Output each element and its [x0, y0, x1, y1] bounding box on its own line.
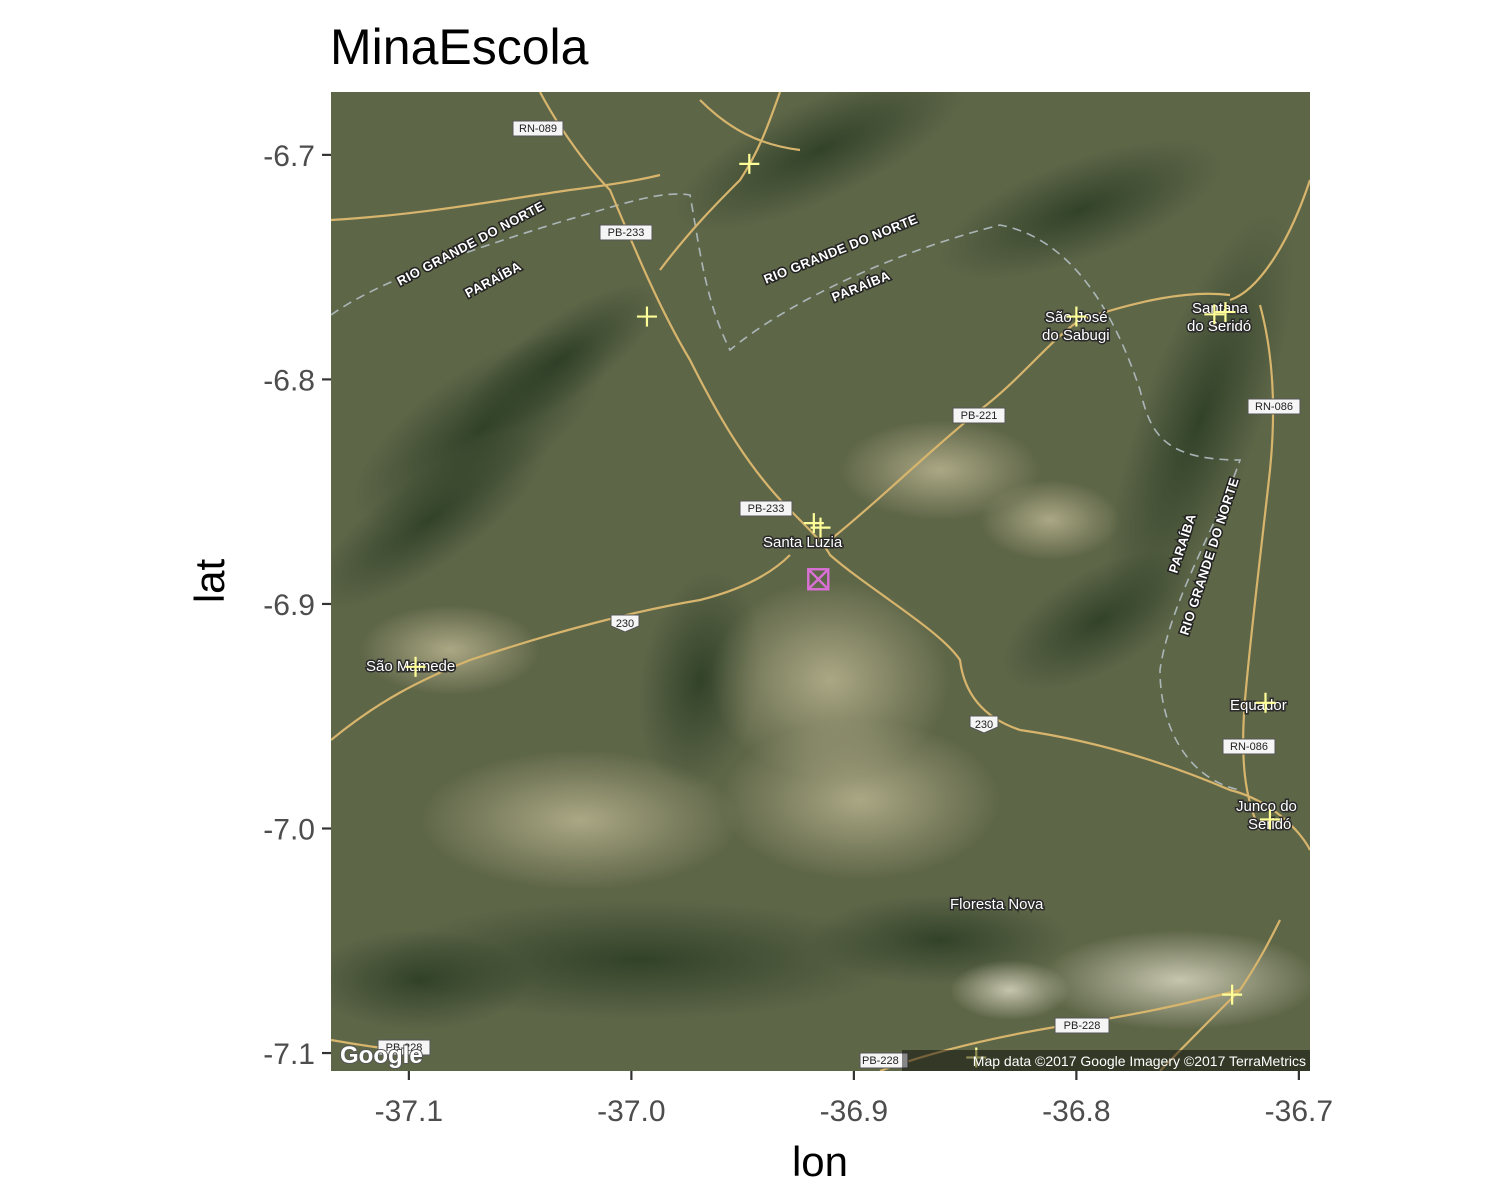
map-attribution: Map data ©2017 Google Imagery ©2017 Terr…: [902, 1050, 1310, 1071]
place-label-equador: Equador: [1230, 697, 1287, 714]
chart-title: MinaEscola: [330, 19, 589, 75]
y-axis-title: lat: [186, 558, 233, 603]
svg-text:230: 230: [616, 618, 634, 630]
plus-marker: [739, 153, 760, 174]
plus-marker: [810, 517, 831, 538]
road-shield-pb233-north: PB-233: [599, 224, 653, 241]
svg-text:RN-086: RN-086: [1230, 741, 1268, 753]
plus-marker: [1066, 306, 1087, 327]
svg-text:RN-089: RN-089: [519, 123, 557, 135]
attribution-text: Map data ©2017 Google Imagery ©2017 Terr…: [973, 1053, 1306, 1069]
plus-marker: [1204, 304, 1225, 325]
y-tick-label: -7.1: [263, 1038, 315, 1071]
google-logo: Google: [340, 1042, 423, 1069]
terrain-texture: [331, 92, 1310, 1030]
x-axis-title: lon: [792, 1138, 848, 1185]
plus-marker: [405, 656, 426, 677]
x-tick-label: -36.8: [1042, 1095, 1110, 1128]
place-labels: São Mamede Santa Luzia São José do Sabug…: [365, 299, 1299, 915]
y-tick-label: -7.0: [263, 813, 315, 846]
road-shield-230-east: 230: [969, 715, 999, 734]
road-shield-rn086-north: RN-086: [1247, 398, 1301, 415]
svg-text:RN-086: RN-086: [1255, 401, 1293, 413]
x-tick-label: -36.9: [820, 1095, 888, 1128]
road-shield-pb228-south: PB-228: [859, 1052, 909, 1069]
svg-text:PB-233: PB-233: [608, 227, 645, 239]
place-label-junco-do: Junco do: [1236, 798, 1297, 815]
place-label-floresta-nova: Floresta Nova: [950, 896, 1044, 913]
y-axis: -6.7 -6.8 -6.9 -7.0 -7.1: [263, 140, 331, 1071]
x-axis: -37.1 -37.0 -36.9 -36.8 -36.7: [375, 1071, 1333, 1128]
road-shields: RN-089 PB-233 PB-221 RN-086 PB-233 230: [377, 120, 1301, 1069]
data-points: [405, 153, 1280, 1068]
plus-marker: [1215, 302, 1236, 323]
road-shield-230-west: 230: [610, 614, 640, 633]
road-shield-pb228-west: PB-228: [377, 1039, 431, 1056]
svg-text:PB-228: PB-228: [862, 1055, 899, 1067]
y-tick-label: -6.9: [263, 589, 315, 622]
road-shield-pb228-east: PB-228: [1054, 1017, 1110, 1034]
road-shield-rn089: RN-089: [512, 120, 564, 137]
place-label-do-serido: do Seridó: [1187, 318, 1251, 335]
square-cross-marker: [807, 568, 830, 591]
x-tick-label: -37.0: [597, 1095, 665, 1128]
x-tick-label: -37.1: [375, 1095, 443, 1128]
road-shield-pb221: PB-221: [952, 407, 1006, 424]
svg-text:PB-233: PB-233: [748, 503, 785, 515]
x-tick-label: -36.7: [1265, 1095, 1333, 1128]
y-tick-label: -6.8: [263, 364, 315, 397]
plus-marker: [1255, 692, 1276, 713]
y-tick-label: -6.7: [263, 140, 315, 173]
road-shield-pb233-center: PB-233: [739, 500, 793, 517]
plus-marker: [1259, 809, 1280, 830]
svg-text:PB-228: PB-228: [386, 1042, 423, 1054]
road-shield-rn086-south: RN-086: [1222, 738, 1276, 755]
plus-marker: [1222, 984, 1243, 1005]
map-panel: RN-089 PB-233 PB-221 RN-086 PB-233 230: [331, 92, 1310, 1071]
svg-text:230: 230: [975, 719, 993, 731]
roads: [331, 92, 1310, 1071]
place-label-do-sabugi: do Sabugi: [1042, 327, 1110, 344]
place-label-santa-luzia: Santa Luzia: [763, 534, 843, 551]
svg-text:PB-221: PB-221: [961, 410, 998, 422]
plus-marker: [966, 1047, 987, 1068]
state-border: [331, 193, 1242, 791]
plus-marker: [636, 306, 657, 327]
svg-text:PB-228: PB-228: [1064, 1020, 1101, 1032]
